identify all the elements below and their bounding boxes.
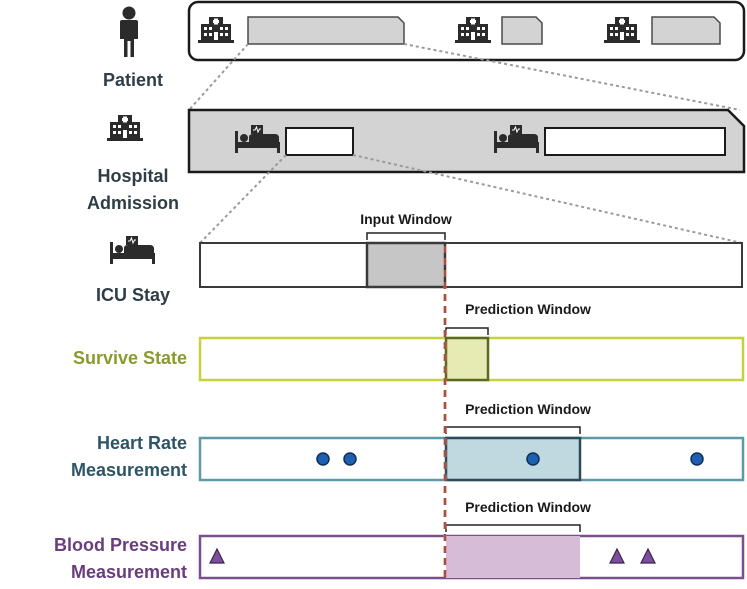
admission-segment <box>651 16 721 45</box>
icu-bed-icon <box>109 235 156 265</box>
level-label-icu-stay: ICU Stay <box>96 285 170 305</box>
heart-rate-measurement-dot <box>343 452 357 466</box>
level-label-patient: Patient <box>103 70 163 90</box>
blood-pressure-measurement-triangle <box>209 547 225 564</box>
task-label-heart-rate-line2: Measurement <box>71 460 187 480</box>
input-window-bracket <box>366 232 446 240</box>
admission-segment <box>247 16 405 45</box>
hospital-icon <box>107 115 143 141</box>
blood-pressure-measurement-triangle <box>640 547 656 564</box>
hospital-admission-timeline <box>187 108 746 174</box>
admission-segment <box>501 16 543 45</box>
survive-prediction-window <box>444 336 490 382</box>
icu-stay-segment <box>285 127 354 156</box>
heart-rate-prediction-window <box>444 436 582 482</box>
zoom-connector <box>188 43 249 111</box>
blood-pressure-measurement-triangle <box>609 547 625 564</box>
level-label-hospital-line1: Hospital <box>97 166 168 186</box>
blood-pressure-prediction-bracket <box>445 524 581 532</box>
survive-prediction-bracket <box>445 327 489 335</box>
survive-prediction-label: Prediction Window <box>465 301 591 317</box>
level-label-hospital-line2: Admission <box>87 193 179 213</box>
input-window-label: Input Window <box>360 211 452 227</box>
heart-rate-prediction-label: Prediction Window <box>465 401 591 417</box>
icu-stay-timeline <box>199 242 743 288</box>
zoom-connector <box>352 154 743 244</box>
icu-stay-segment <box>544 127 726 156</box>
task-label-blood-pressure-line1: Blood Pressure <box>54 535 187 555</box>
person-icon <box>120 6 138 57</box>
heart-rate-prediction-bracket <box>445 426 581 434</box>
blood-pressure-prediction-window <box>446 536 580 578</box>
task-label-survive-state: Survive State <box>73 348 187 368</box>
zoom-connector <box>199 154 287 244</box>
heart-rate-measurement-dot <box>316 452 330 466</box>
heart-rate-measurement-dot <box>690 452 704 466</box>
blood-pressure-prediction-label: Prediction Window <box>465 499 591 515</box>
task-label-heart-rate-line1: Heart Rate <box>97 433 187 453</box>
input-window <box>365 241 447 289</box>
task-label-blood-pressure-line2: Measurement <box>71 562 187 582</box>
heart-rate-measurement-dot <box>526 452 540 466</box>
